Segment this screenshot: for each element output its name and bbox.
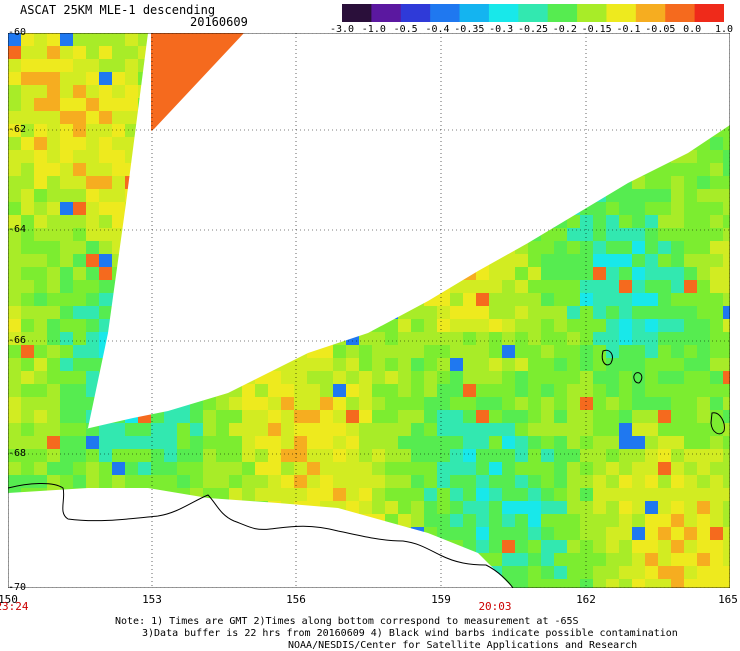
colorbar-tick-label: -0.35 — [454, 24, 485, 35]
colorbar-segment — [371, 4, 402, 22]
scatterometer-map — [8, 33, 730, 588]
note-line-1: Note: 1) Times are GMT 2)Times along bot… — [115, 616, 579, 627]
colorbar-tick-label: -3.0 — [329, 24, 355, 35]
map-title: ASCAT 25KM MLE-1 descending — [20, 3, 216, 17]
longitude-label: 153 — [142, 593, 162, 606]
colorbar-tick-label: -0.4 — [425, 24, 450, 35]
island-1 — [601, 349, 613, 366]
colorbar-segment — [430, 4, 461, 22]
colorbar-tick-label: -0.5 — [393, 24, 418, 35]
note-line-3: NOAA/NESDIS/Center for Satellite Applica… — [288, 640, 638, 651]
map-date: 20160609 — [190, 15, 248, 29]
latitude-label: -68 — [8, 448, 27, 459]
island-2 — [633, 372, 643, 384]
colorbar-tick-label: -0.2 — [552, 24, 577, 35]
colorbar — [342, 4, 724, 22]
colorbar-segment — [635, 4, 666, 22]
colorbar-segment — [547, 4, 578, 22]
colorbar-tick-label: -0.05 — [645, 24, 676, 35]
time-label-end: 20:03 — [478, 600, 512, 613]
latitude-label: -64 — [8, 224, 27, 235]
colorbar-segment — [665, 4, 696, 22]
island-3 — [710, 412, 725, 435]
colorbar-segment — [606, 4, 637, 22]
colorbar-segment — [518, 4, 549, 22]
swath-north — [151, 33, 244, 131]
longitude-label: 150 — [0, 593, 18, 606]
colorbar-segment — [459, 4, 490, 22]
time-label-start: 23:24 — [0, 600, 29, 613]
longitude-label: 156 — [286, 593, 306, 606]
latitude-label: -62 — [8, 124, 27, 135]
colorbar-segment — [577, 4, 607, 22]
colorbar-tick-label: -0.15 — [581, 24, 612, 35]
colorbar-segment — [342, 4, 372, 22]
latitude-label: -70 — [8, 582, 27, 593]
colorbar-tick-label: 0.0 — [683, 24, 702, 35]
colorbar-tick-label: -0.1 — [616, 24, 641, 35]
latitude-label: -60 — [8, 27, 27, 38]
colorbar-tick-label: -0.25 — [517, 24, 549, 35]
note-line-2: 3)Data buffer is 22 hrs from 20160609 4)… — [142, 628, 678, 639]
colorbar-segment — [400, 4, 431, 22]
colorbar-tick-label: 1.0 — [714, 24, 734, 35]
latitude-label: -66 — [8, 335, 27, 346]
longitude-label: 159 — [431, 593, 451, 606]
colorbar-segment — [488, 4, 519, 22]
colorbar-labels: -3.0 -1.0 -0.5 -0.4 -0.35 -0.3 -0.25 -0.2 -0.15-… — [0, 24, 740, 38]
longitude-label: 162 — [576, 593, 596, 606]
longitude-label: 165 — [718, 593, 738, 606]
colorbar-tick-label: -0.3 — [489, 24, 514, 35]
colorbar-segment — [694, 4, 724, 22]
colorbar-tick-label: -1.0 — [361, 24, 386, 35]
coastline — [8, 483, 514, 588]
map-gridlines — [8, 33, 730, 588]
